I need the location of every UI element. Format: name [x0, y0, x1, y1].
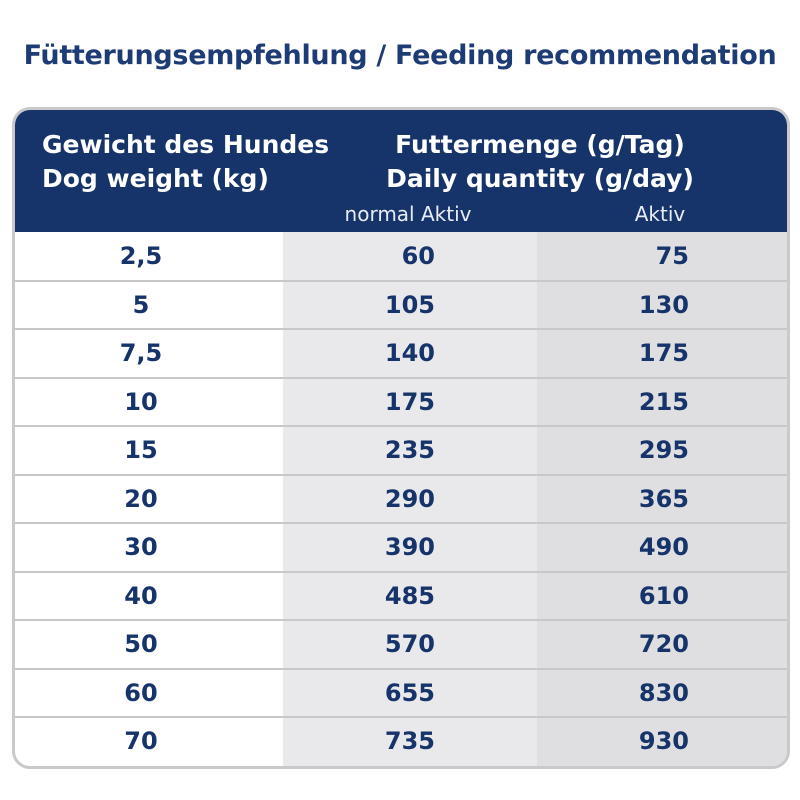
subheader: normal Aktiv	[344, 202, 472, 226]
weight-cell: 5	[132, 290, 150, 319]
normal-cell: 105	[384, 290, 435, 319]
weight-cell: 10	[124, 387, 158, 416]
normal-cell: 235	[384, 436, 435, 464]
column-band	[283, 232, 537, 766]
header-weight-en: Dog weight (kg)	[42, 164, 269, 193]
active-cell: 490	[638, 533, 689, 561]
header-quantity-en: Daily quantity (g/day)	[386, 164, 694, 193]
row-separator	[15, 619, 787, 621]
page-title: Fütterungsempfehlung / Feeding recommend…	[23, 40, 777, 71]
active-cell: 610	[638, 581, 689, 610]
normal-cell: 570	[384, 630, 435, 658]
active-cell: 830	[638, 678, 689, 707]
active-cell: 175	[638, 339, 689, 367]
row-separator	[15, 522, 787, 524]
active-cell: 720	[638, 630, 689, 658]
row-separator	[15, 667, 787, 670]
normal-cell: 290	[384, 484, 435, 513]
weight-cell: 70	[124, 727, 158, 755]
weight-cell: 40	[124, 581, 158, 610]
weight-cell: 50	[124, 630, 158, 658]
normal-cell: 735	[384, 727, 435, 755]
active-cell: 75	[655, 242, 689, 270]
header-weight-de: Gewicht des Hundes	[42, 130, 330, 159]
normal-cell: 485	[384, 581, 435, 610]
row-separator	[15, 570, 787, 573]
active-cell: 215	[638, 387, 689, 416]
active-cell: 295	[638, 436, 689, 464]
active-cell: 930	[638, 727, 689, 755]
weight-cell: 7,5	[119, 339, 163, 367]
active-cell: 130	[638, 290, 689, 319]
weight-cell: 2,5	[119, 242, 163, 270]
table-header: Gewicht des Hundes Dog weight (kg) Futte…	[15, 110, 787, 232]
active-cell: 365	[638, 484, 689, 513]
row-separator	[15, 473, 787, 476]
column-band	[537, 232, 787, 766]
weight-cell: 60	[124, 678, 158, 707]
normal-cell: 390	[384, 533, 435, 561]
header-quantity-de: Futtermenge (g/Tag)	[395, 130, 685, 159]
row-separator	[15, 328, 787, 330]
normal-cell: 140	[384, 339, 435, 367]
weight-cell: 20	[124, 484, 158, 513]
row-separator	[15, 376, 787, 379]
normal-cell: 60	[401, 242, 435, 270]
weight-cell: 30	[124, 533, 158, 561]
row-separator	[15, 279, 787, 282]
feeding-table: Gewicht des Hundes Dog weight (kg) Futte…	[12, 107, 790, 769]
weight-cell: 15	[124, 436, 158, 464]
row-separator	[15, 716, 787, 718]
row-separator	[15, 425, 787, 427]
subheader: Aktiv	[634, 202, 686, 226]
normal-cell: 655	[384, 678, 435, 707]
normal-cell: 175	[384, 387, 435, 416]
